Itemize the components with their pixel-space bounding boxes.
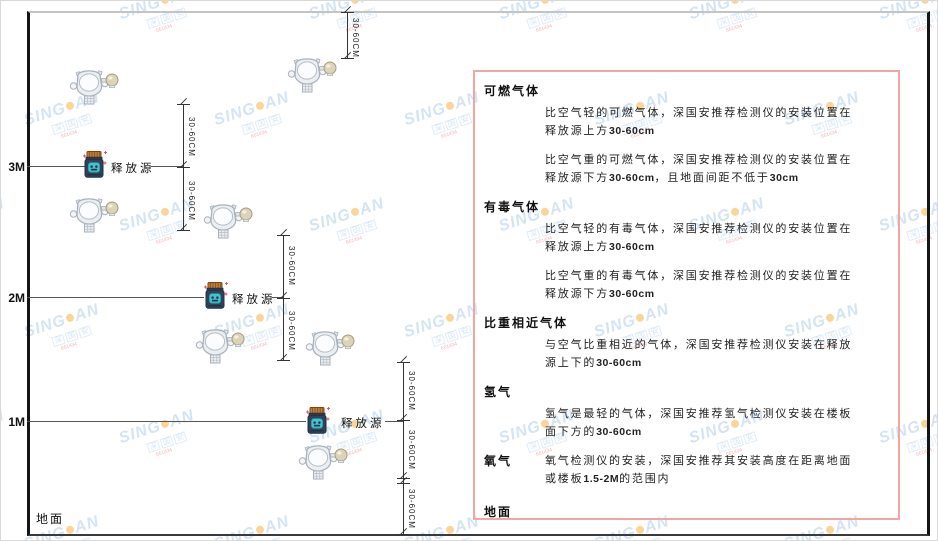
ground-label: 地面 <box>36 512 65 526</box>
section-body: 与空气比重相近的气体，深国安推荐检测仪安装在释放源上下的30-60cm <box>475 336 888 372</box>
room-frame <box>27 11 930 536</box>
dimension-label: 30-60CM <box>407 489 416 529</box>
section-heading: 氢气 <box>484 385 513 399</box>
dimension-label: 30-60CM <box>407 371 416 411</box>
brand-dot-icon <box>160 1 171 6</box>
guide-paragraph: 比空气轻的可燃气体，深国安推荐检测仪的安装位置在释放源上方30-60cm <box>545 107 853 137</box>
dimension-line: 30-60CM <box>341 12 360 59</box>
level-connector-1m <box>385 421 403 422</box>
dimension-line: 30-60CM 30-60CM 30-60CM <box>397 362 416 535</box>
guide-paragraph: 与空气比重相近的气体，深国安推荐检测仪安装在释放源上下的30-60cm <box>545 339 853 369</box>
brand-dot-icon <box>920 1 931 6</box>
dimension-label: 30-60CM <box>187 181 196 221</box>
section-heading: 有毒气体 <box>484 200 541 214</box>
watermark-contact-text: 661434 <box>1 438 13 458</box>
section-body: 比空气轻的可燃气体，深国安推荐检测仪的安装位置在释放源上方30-60cm 比空气重… <box>475 104 888 187</box>
dimension-label: 30-60CM <box>407 430 416 470</box>
section-body: 氧气检测仪的安装，深国安推荐其安装高度在距离地面或楼板1.5-2M的范围内 <box>475 452 888 488</box>
scale-label-1m: 1M <box>8 415 25 429</box>
brand-dot-icon <box>540 1 551 6</box>
section-body: 氢气是最轻的气体，深国安推荐氢气检测仪安装在楼板面下方的30-60cm <box>475 405 888 441</box>
watermark-cn-text: 深国安 <box>1 1 11 30</box>
release-source-label: 释放源 <box>341 418 385 430</box>
guide-section: 氧气 氧气检测仪的安装，深国安推荐其安装高度在距离地面或楼板1.5-2M的范围内 <box>475 452 888 488</box>
gas-detector-icon <box>203 204 253 239</box>
section-body: 比空气轻的有毒气体，深国安推荐检测仪的安装位置在释放源上方30-60cm 比空气重… <box>475 220 888 303</box>
section-heading: 比重相近气体 <box>484 316 569 330</box>
gas-detector-icon <box>287 58 337 93</box>
guide-paragraph: 比空气重的有毒气体，深国安推荐检测仪的安装位置在释放源下方30-60cm <box>545 270 853 300</box>
dimension-label: 30-60CM <box>351 18 360 58</box>
gas-detector-icon <box>298 445 348 480</box>
watermark-contact-text: 661434 <box>1 226 13 246</box>
release-source-icon <box>305 406 330 434</box>
release-source-icon <box>82 150 107 178</box>
guide-section: 地面 检测仪地面间距，深国安推荐在30-60cm，且不得小于30cm，因为过低容… <box>475 503 888 519</box>
guide-paragraph: 氧气检测仪的安装，深国安推荐其安装高度在距离地面或楼板1.5-2M的范围内 <box>545 455 853 485</box>
dimension-label: 30-60CM <box>187 117 196 157</box>
watermark-cn-text: 深国安 <box>1 210 11 242</box>
level-connector-3m <box>151 166 183 167</box>
dimension-line: 30-60CM 30-60CM <box>177 104 196 231</box>
gas-detector-icon <box>195 329 245 364</box>
scale-label-3m: 3M <box>8 160 25 174</box>
gas-detector-icon <box>305 331 355 366</box>
level-line-1m <box>27 421 306 422</box>
level-line-3m <box>27 166 85 167</box>
release-source-icon <box>203 281 228 309</box>
gas-detector-icon <box>69 198 119 233</box>
guide-section: 比重相近气体 与空气比重相近的气体，深国安推荐检测仪安装在释放源上下的30-60… <box>475 314 888 372</box>
dimension-label: 30-60CM <box>287 311 296 351</box>
guide-paragraph: 氢气是最轻的气体，深国安推荐氢气检测仪安装在楼板面下方的30-60cm <box>545 408 853 438</box>
release-source-label: 释放源 <box>111 163 155 175</box>
watermark-contact-text: 661434 <box>1 14 13 34</box>
release-source-label: 释放源 <box>232 294 276 306</box>
brand-dot-icon <box>730 1 741 6</box>
section-heading: 地面 <box>484 505 513 519</box>
dimension-line: 30-60CM 30-60CM <box>277 235 296 361</box>
dimension-label: 30-60CM <box>287 246 296 286</box>
guide-section: 可燃气体 比空气轻的可燃气体，深国安推荐检测仪的安装位置在释放源上方30-60c… <box>475 82 888 187</box>
scale-label-2m: 2M <box>8 291 25 305</box>
guide-section: 有毒气体 比空气轻的有毒气体，深国安推荐检测仪的安装位置在释放源上方30-60c… <box>475 198 888 303</box>
guide-paragraph: 比空气轻的有毒气体，深国安推荐检测仪的安装位置在释放源上方30-60cm <box>545 223 853 253</box>
guide-section: 氢气 氢气是最轻的气体，深国安推荐氢气检测仪安装在楼板面下方的30-60cm <box>475 383 888 441</box>
guide-paragraph: 比空气重的可燃气体，深国安推荐检测仪的安装位置在释放源下方30-60cm，且地面… <box>545 154 853 184</box>
section-heading: 氧气 <box>484 454 513 468</box>
brand-dot-icon <box>350 1 361 6</box>
level-line-2m <box>27 297 204 298</box>
section-heading: 可燃气体 <box>484 84 541 98</box>
installation-guide-panel: 可燃气体 比空气轻的可燃气体，深国安推荐检测仪的安装位置在释放源上方30-60c… <box>473 70 900 520</box>
gas-detector-icon <box>69 70 119 105</box>
